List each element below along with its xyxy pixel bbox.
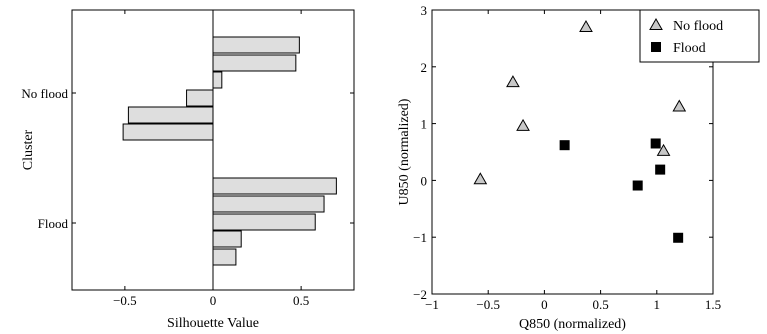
x-tick-label: 0.5 xyxy=(293,293,309,308)
silhouette-bar xyxy=(212,54,297,72)
legend-label: Flood xyxy=(673,41,706,56)
no-flood-point xyxy=(579,20,593,33)
x-tick-label: 1 xyxy=(654,297,661,312)
silhouette-bar xyxy=(212,213,316,231)
x-tick-label: 0.5 xyxy=(592,297,608,312)
x-axis-label: Silhouette Value xyxy=(167,316,259,331)
silhouette-plot: −0.5 0 0.5 No flood Flood Silhouette Value Clu… xyxy=(21,9,355,331)
x-tick-label: 1.5 xyxy=(705,297,721,312)
cluster-label: Flood xyxy=(38,216,69,231)
x-tick-label: 0 xyxy=(210,293,217,308)
flood-point xyxy=(650,138,661,149)
y-axis-label: U850 (normalized) xyxy=(397,98,412,205)
flood-point xyxy=(559,140,570,151)
flood-point xyxy=(673,232,684,243)
x-tick-label: 0 xyxy=(541,297,548,312)
silhouette-bar xyxy=(186,89,214,107)
x-tick-label: −0.5 xyxy=(113,293,137,308)
silhouette-bar xyxy=(212,195,325,213)
cluster-label: No flood xyxy=(21,86,68,101)
no-flood-point xyxy=(516,118,530,131)
no-flood-point xyxy=(473,172,488,185)
plot-frame xyxy=(431,9,714,295)
y-tick-label: 1 xyxy=(421,117,428,132)
x-axis-label: Q850 (normalized) xyxy=(519,317,626,332)
x-tick-label: −0.5 xyxy=(476,297,500,312)
silhouette-bar xyxy=(212,248,237,266)
legend-box xyxy=(639,9,760,63)
silhouette-bar xyxy=(122,123,214,141)
silhouette-bar xyxy=(212,230,242,248)
no-flood-point xyxy=(656,143,671,156)
y-tick-label: −2 xyxy=(413,287,427,302)
no-flood-point xyxy=(672,99,687,112)
flood-point xyxy=(655,164,666,175)
silhouette-bar xyxy=(127,106,214,124)
silhouette-bar xyxy=(212,177,337,195)
y-tick-label: 2 xyxy=(421,60,428,75)
legend-marker xyxy=(649,17,663,30)
y-axis-label: Cluster xyxy=(21,129,36,170)
legend-label: No flood xyxy=(673,19,723,34)
silhouette-bar xyxy=(212,36,300,54)
flood-point xyxy=(632,180,643,191)
silhouette-bar xyxy=(212,71,223,89)
legend-marker xyxy=(651,42,661,52)
y-tick-label: 3 xyxy=(421,3,428,18)
y-tick-label: −1 xyxy=(413,230,427,245)
x-tick-label: −1 xyxy=(425,297,439,312)
y-tick-label: 0 xyxy=(421,173,428,188)
no-flood-point xyxy=(506,75,520,88)
